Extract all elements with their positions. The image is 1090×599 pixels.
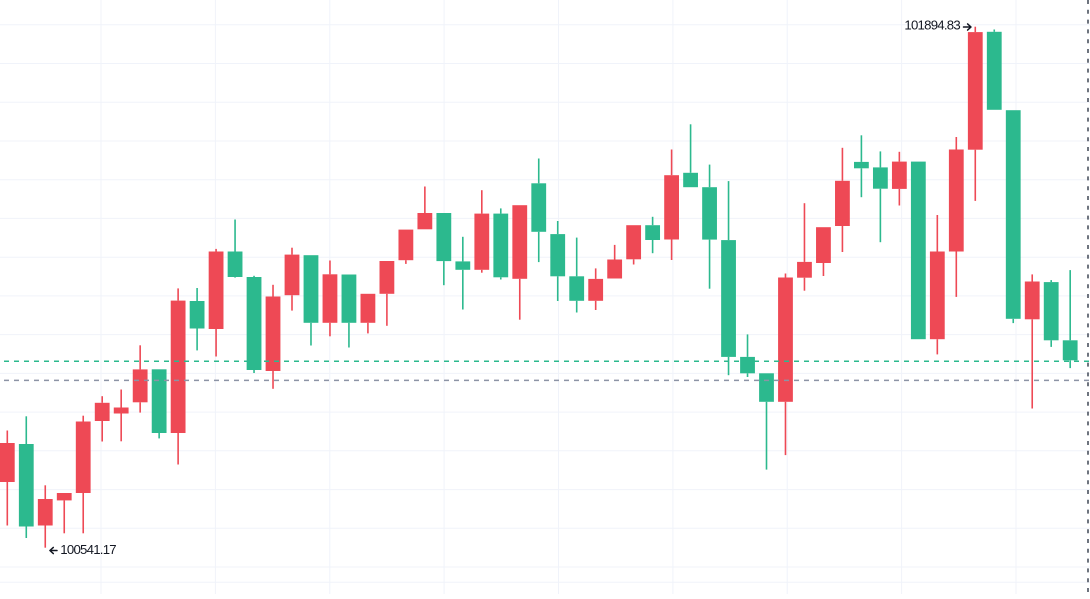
svg-text:100541.17: 100541.17 <box>60 542 116 557</box>
svg-text:101894.83: 101894.83 <box>904 18 960 33</box>
